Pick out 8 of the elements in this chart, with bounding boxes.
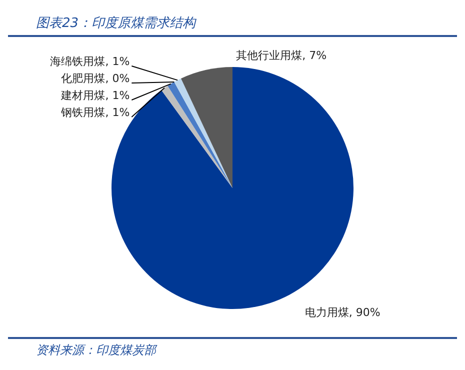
text: 资料来源：印度煤炭部 (8, 337, 457, 359)
slice-label: 钢铁用煤, 1% (60, 106, 130, 119)
slice-label: 电力用煤, 90% (304, 306, 380, 319)
slice-label: 建材用煤, 1% (60, 88, 130, 102)
slice-label: 其他行业用煤, 7% (236, 48, 327, 62)
slice-label: 海绵铁用煤, 1% (50, 54, 130, 68)
chart-title: 图表23：印度原煤需求结构 (8, 8, 457, 37)
legend-label: 化肥用煤, 0% (61, 72, 130, 85)
